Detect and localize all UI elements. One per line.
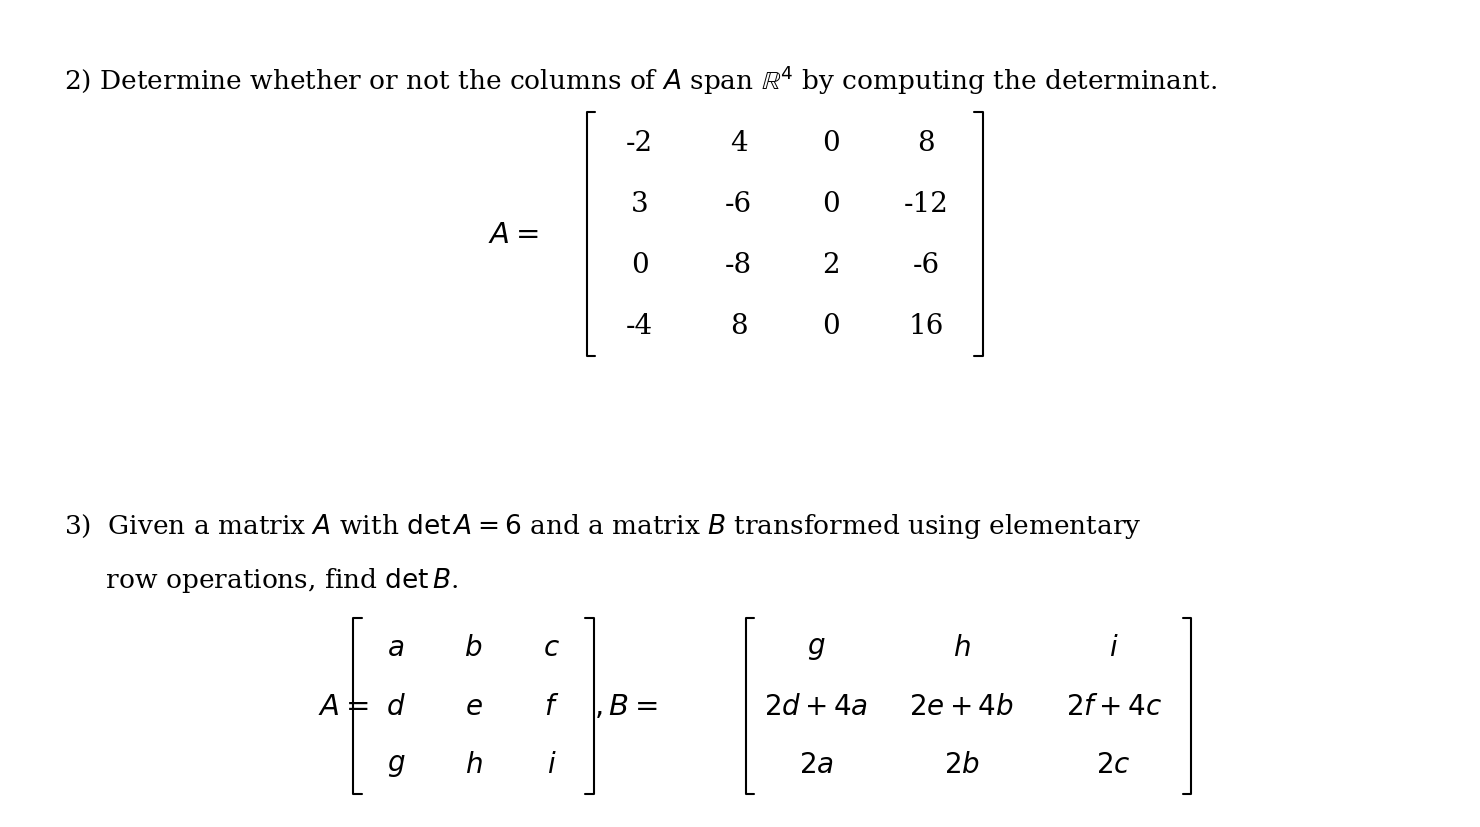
Text: -6: -6 — [913, 251, 940, 279]
Text: $, B = $: $, B = $ — [593, 692, 657, 720]
Text: $2e+4b$: $2e+4b$ — [909, 693, 1014, 719]
Text: -12: -12 — [904, 191, 949, 218]
Text: $d$: $d$ — [386, 693, 406, 719]
Text: $2a$: $2a$ — [799, 751, 833, 778]
Text: 16: 16 — [909, 313, 944, 340]
Text: $c$: $c$ — [543, 634, 559, 661]
Text: 3)  Given a matrix $A$ with $\det A = 6$ and a matrix $B$ transformed using elem: 3) Given a matrix $A$ with $\det A = 6$ … — [64, 511, 1141, 540]
Text: $2b$: $2b$ — [944, 751, 980, 778]
Text: 8: 8 — [918, 130, 935, 156]
Text: $h$: $h$ — [953, 634, 971, 661]
Text: 3: 3 — [630, 191, 648, 218]
Text: -2: -2 — [626, 130, 653, 156]
Text: 8: 8 — [730, 313, 747, 340]
Text: $g$: $g$ — [807, 634, 826, 661]
Text: $A = $: $A = $ — [318, 692, 369, 720]
Text: row operations, find $\det B$.: row operations, find $\det B$. — [64, 566, 457, 595]
Text: $i$: $i$ — [546, 751, 556, 778]
Text: -4: -4 — [626, 313, 653, 340]
Text: $2f+4c$: $2f+4c$ — [1066, 693, 1162, 719]
Text: $i$: $i$ — [1109, 634, 1119, 661]
Text: $A = $: $A = $ — [488, 221, 539, 249]
Text: $b$: $b$ — [465, 634, 482, 661]
Text: 2: 2 — [821, 251, 839, 279]
Text: $h$: $h$ — [465, 751, 482, 778]
Text: $f$: $f$ — [543, 693, 559, 719]
Text: $e$: $e$ — [465, 693, 482, 719]
Text: $g$: $g$ — [386, 751, 406, 778]
Text: 0: 0 — [821, 130, 839, 156]
Text: -6: -6 — [725, 191, 752, 218]
Text: 0: 0 — [821, 191, 839, 218]
Text: 0: 0 — [821, 313, 839, 340]
Text: 0: 0 — [630, 251, 648, 279]
Text: -8: -8 — [725, 251, 752, 279]
Text: $a$: $a$ — [388, 634, 404, 661]
Text: $2d+4a$: $2d+4a$ — [765, 693, 869, 719]
Text: 4: 4 — [730, 130, 747, 156]
Text: 2) Determine whether or not the columns of $A$ span $\mathbb{R}^4$ by computing : 2) Determine whether or not the columns … — [64, 64, 1217, 98]
Text: $2c$: $2c$ — [1097, 751, 1131, 778]
